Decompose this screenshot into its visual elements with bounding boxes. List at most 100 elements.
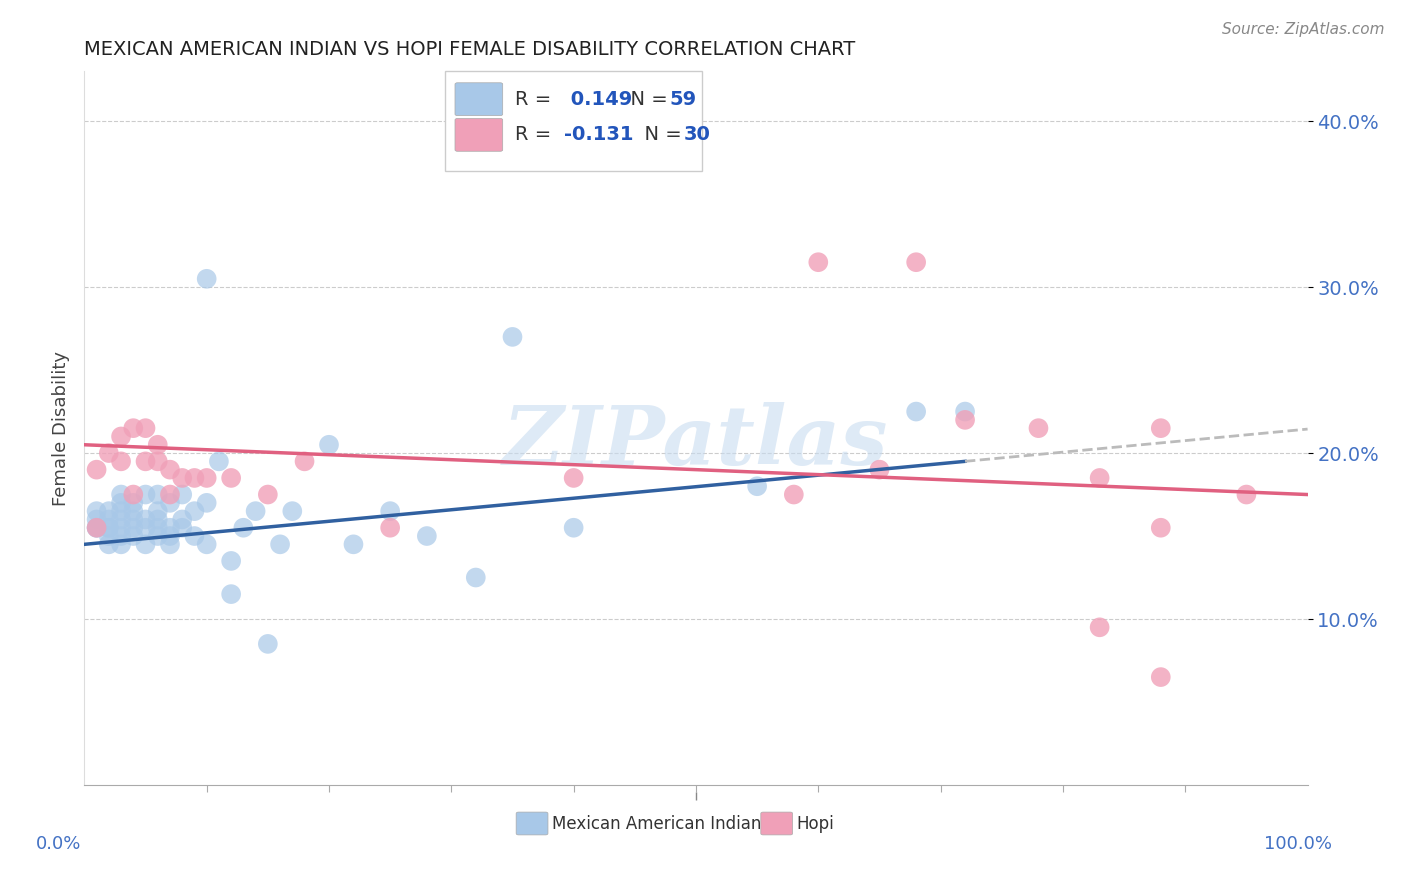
Y-axis label: Female Disability: Female Disability	[52, 351, 70, 506]
Point	[747, 479, 769, 493]
Point	[135, 454, 157, 468]
Text: Hopi: Hopi	[796, 815, 834, 833]
Point	[219, 554, 242, 568]
Point	[159, 496, 181, 510]
Text: -0.131: -0.131	[564, 126, 633, 145]
Point	[110, 504, 132, 518]
Point	[86, 521, 108, 535]
Point	[146, 487, 169, 501]
Point	[146, 504, 169, 518]
Point	[135, 521, 157, 535]
Point	[232, 521, 254, 535]
Point	[122, 421, 145, 435]
Point	[97, 537, 120, 551]
Point	[195, 537, 218, 551]
Point	[110, 537, 132, 551]
Point	[122, 512, 145, 526]
Point	[172, 471, 194, 485]
Point	[219, 587, 242, 601]
FancyBboxPatch shape	[456, 83, 503, 116]
Text: 0.0%: 0.0%	[35, 835, 80, 853]
Text: N =: N =	[617, 90, 673, 109]
Text: 0.149: 0.149	[564, 90, 633, 109]
Point	[195, 496, 218, 510]
Point	[294, 454, 316, 468]
Point	[245, 504, 267, 518]
Text: Source: ZipAtlas.com: Source: ZipAtlas.com	[1222, 22, 1385, 37]
Point	[110, 496, 132, 510]
Point	[97, 504, 120, 518]
Point	[183, 529, 205, 543]
Text: 30: 30	[683, 126, 710, 145]
Point	[1150, 521, 1173, 535]
Point	[464, 570, 486, 584]
Point	[183, 471, 205, 485]
Point	[807, 255, 830, 269]
Text: MEXICAN AMERICAN INDIAN VS HOPI FEMALE DISABILITY CORRELATION CHART: MEXICAN AMERICAN INDIAN VS HOPI FEMALE D…	[84, 39, 856, 59]
Point	[86, 521, 108, 535]
Text: R =: R =	[515, 90, 557, 109]
Point	[86, 463, 108, 477]
Point	[122, 487, 145, 501]
Point	[146, 438, 169, 452]
Text: R =: R =	[515, 126, 557, 145]
Point	[110, 454, 132, 468]
Point	[1028, 421, 1050, 435]
Point	[953, 413, 976, 427]
Point	[86, 504, 108, 518]
Text: N =: N =	[633, 126, 689, 145]
Text: Mexican American Indians: Mexican American Indians	[551, 815, 769, 833]
FancyBboxPatch shape	[516, 812, 548, 835]
Point	[146, 529, 169, 543]
Point	[122, 529, 145, 543]
Point	[159, 537, 181, 551]
FancyBboxPatch shape	[446, 71, 702, 171]
Point	[146, 512, 169, 526]
Point	[380, 504, 402, 518]
Point	[195, 272, 218, 286]
Point	[135, 487, 157, 501]
Point	[110, 512, 132, 526]
Point	[1088, 471, 1111, 485]
Point	[97, 446, 120, 460]
Point	[172, 521, 194, 535]
Point	[172, 512, 194, 526]
Point	[110, 529, 132, 543]
Point	[183, 504, 205, 518]
Text: ZIPatlas: ZIPatlas	[503, 402, 889, 483]
Point	[97, 521, 120, 535]
Point	[122, 496, 145, 510]
FancyBboxPatch shape	[761, 812, 793, 835]
Point	[562, 521, 585, 535]
Text: 59: 59	[669, 90, 696, 109]
Point	[86, 512, 108, 526]
Point	[783, 487, 806, 501]
Point	[257, 637, 280, 651]
Point	[342, 537, 364, 551]
Point	[1150, 670, 1173, 684]
Point	[135, 421, 157, 435]
Point	[208, 454, 231, 468]
Point	[219, 471, 242, 485]
Point	[318, 438, 340, 452]
Point	[869, 463, 891, 477]
Point	[905, 404, 928, 418]
Point	[159, 487, 181, 501]
Point	[122, 521, 145, 535]
Point	[380, 521, 402, 535]
Point	[257, 487, 280, 501]
Point	[953, 404, 976, 418]
Point	[1150, 421, 1173, 435]
Point	[97, 529, 120, 543]
Point	[416, 529, 439, 543]
Point	[97, 512, 120, 526]
Point	[905, 255, 928, 269]
Point	[269, 537, 291, 551]
Point	[146, 454, 169, 468]
Point	[135, 512, 157, 526]
Point	[97, 521, 120, 535]
Point	[110, 487, 132, 501]
Point	[159, 529, 181, 543]
Point	[135, 537, 157, 551]
FancyBboxPatch shape	[456, 119, 503, 152]
